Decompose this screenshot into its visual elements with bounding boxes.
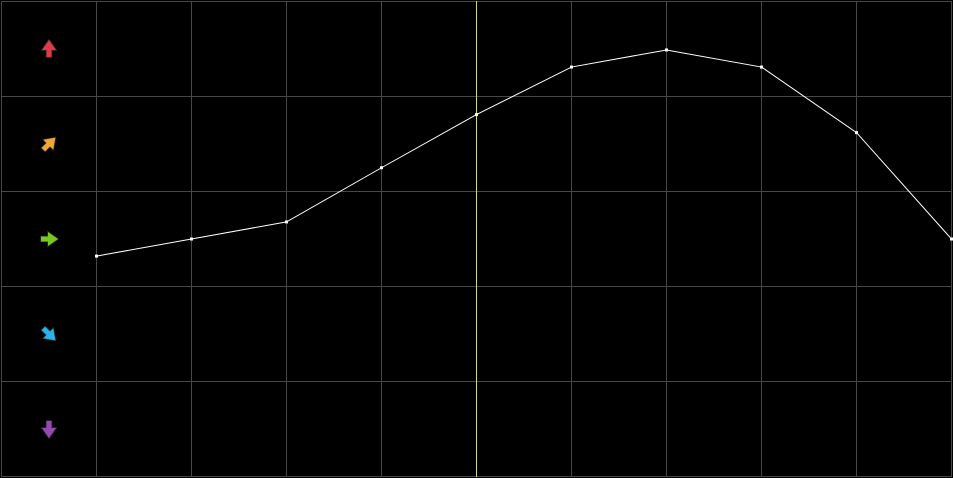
arrow-down-right-icon — [40, 325, 57, 342]
arrow-down-icon — [40, 420, 58, 440]
data-point[interactable] — [855, 131, 858, 135]
series-line — [96, 49, 952, 257]
data-point[interactable] — [760, 65, 763, 69]
data-point[interactable] — [95, 254, 98, 258]
data-point[interactable] — [380, 166, 383, 170]
data-point[interactable] — [950, 237, 953, 241]
data-point[interactable] — [285, 220, 288, 224]
arrow-up-icon — [40, 38, 58, 58]
arrow-right-icon — [40, 230, 60, 248]
arrow-up-right-icon — [40, 136, 57, 153]
data-point[interactable] — [570, 65, 573, 69]
data-point[interactable] — [665, 48, 668, 52]
data-point[interactable] — [190, 237, 193, 241]
data-point[interactable] — [475, 113, 478, 117]
